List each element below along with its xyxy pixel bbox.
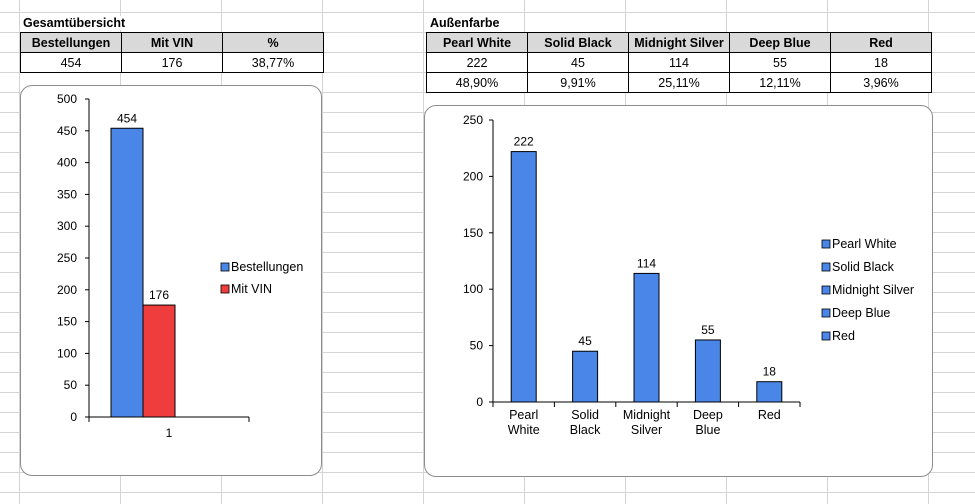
y-tick-label: 150 (463, 226, 483, 240)
legend-label: Red (832, 329, 855, 343)
value-cell[interactable]: 9,91% (527, 72, 629, 93)
y-tick-label: 400 (57, 156, 77, 170)
x-tick-label: Black (570, 423, 601, 437)
legend-label: Deep Blue (832, 306, 890, 320)
value-cell[interactable]: 176 (121, 52, 223, 73)
x-tick-label: Blue (695, 423, 720, 437)
bar (633, 272, 660, 403)
legend-swatch (220, 284, 230, 294)
summary-table: Bestellungen Mit VIN % 454 176 38,77% (20, 32, 324, 73)
header-cell[interactable]: Red (830, 32, 932, 53)
y-tick-label: 150 (57, 315, 77, 329)
y-tick-label: 50 (470, 339, 484, 353)
legend-swatch (821, 239, 831, 249)
x-tick-label: Solid (571, 408, 599, 422)
legend-swatch (220, 262, 230, 272)
y-tick-label: 100 (57, 346, 77, 360)
x-tick-label: Red (758, 408, 781, 422)
legend-label: Bestellungen (231, 260, 303, 274)
bar (510, 151, 537, 403)
header-cell[interactable]: % (222, 32, 324, 53)
data-label: 222 (514, 135, 534, 149)
x-tick-label: Pearl (509, 408, 538, 422)
value-cell[interactable]: 48,90% (426, 72, 528, 93)
bar (572, 350, 599, 403)
value-cell[interactable]: 222 (426, 52, 528, 73)
colors-count-row: 222 45 114 55 18 (426, 52, 932, 73)
header-cell[interactable]: Mit VIN (121, 32, 223, 53)
value-cell[interactable]: 55 (729, 52, 831, 73)
x-tick-label: White (508, 423, 540, 437)
color-chart[interactable]: 0 50 100 150 200 250 222 Pearl White 45 Solid Black… (424, 105, 933, 477)
legend-label: Solid Black (832, 260, 895, 274)
data-label: 45 (578, 334, 592, 348)
data-label: 114 (637, 256, 656, 270)
y-tick-label: 500 (57, 92, 77, 106)
bar (694, 339, 721, 403)
legend-swatch (821, 285, 831, 295)
y-tick-label: 200 (463, 169, 483, 183)
orders-chart[interactable]: 0 50 100 150 200 250 300 350 400 450 500 454 176 1 Bes… (20, 85, 322, 476)
value-cell[interactable]: 25,11% (628, 72, 730, 93)
y-tick-label: 0 (476, 395, 483, 409)
bar (756, 381, 783, 403)
colors-header-row: Pearl White Solid Black Midnight Silver … (426, 32, 932, 53)
y-tick-label: 300 (57, 219, 77, 233)
value-cell[interactable]: 12,11% (729, 72, 831, 93)
legend-label: Mit VIN (231, 282, 272, 296)
data-label: 176 (149, 288, 169, 302)
y-tick-label: 350 (57, 187, 77, 201)
value-cell[interactable]: 38,77% (222, 52, 324, 73)
legend-swatch (821, 331, 831, 341)
value-cell[interactable]: 3,96% (830, 72, 932, 93)
y-tick-label: 250 (57, 251, 77, 265)
colors-title: Außenfarbe (428, 16, 502, 30)
summary-value-row: 454 176 38,77% (20, 52, 324, 73)
y-tick-label: 250 (463, 113, 483, 127)
legend-swatch (821, 262, 831, 272)
data-label: 55 (701, 323, 715, 337)
header-cell[interactable]: Solid Black (527, 32, 629, 53)
y-tick-label: 200 (57, 283, 77, 297)
y-tick-label: 50 (64, 378, 78, 392)
header-cell[interactable]: Pearl White (426, 32, 528, 53)
header-cell[interactable]: Midnight Silver (628, 32, 730, 53)
header-cell[interactable]: Deep Blue (729, 32, 831, 53)
colors-table: Pearl White Solid Black Midnight Silver … (426, 32, 932, 93)
bar-mit-vin (142, 304, 176, 418)
summary-title: Gesamtübersicht (21, 16, 128, 30)
value-cell[interactable]: 45 (527, 52, 629, 73)
bar-bestellungen (110, 127, 144, 418)
x-tick-label: 1 (166, 426, 173, 440)
x-tick-label: Deep (693, 408, 723, 422)
x-tick-label: Silver (631, 423, 662, 437)
orders-chart-svg: 0 50 100 150 200 250 300 350 400 450 500 454 176 1 Bes… (57, 92, 303, 440)
y-tick-label: 450 (57, 124, 77, 138)
value-cell[interactable]: 114 (628, 52, 730, 73)
y-tick-label: 0 (70, 410, 77, 424)
legend-label: Midnight Silver (832, 283, 914, 297)
legend-label: Pearl White (832, 237, 897, 251)
value-cell[interactable]: 454 (20, 52, 122, 73)
legend-swatch (821, 308, 831, 318)
y-tick-label: 100 (463, 282, 483, 296)
header-cell[interactable]: Bestellungen (20, 32, 122, 53)
colors-percent-row: 48,90% 9,91% 25,11% 12,11% 3,96% (426, 72, 932, 93)
x-tick-label: Midnight (623, 408, 671, 422)
data-label: 18 (763, 365, 777, 379)
summary-header-row: Bestellungen Mit VIN % (20, 32, 324, 53)
data-label: 454 (117, 111, 137, 125)
value-cell[interactable]: 18 (830, 52, 932, 73)
